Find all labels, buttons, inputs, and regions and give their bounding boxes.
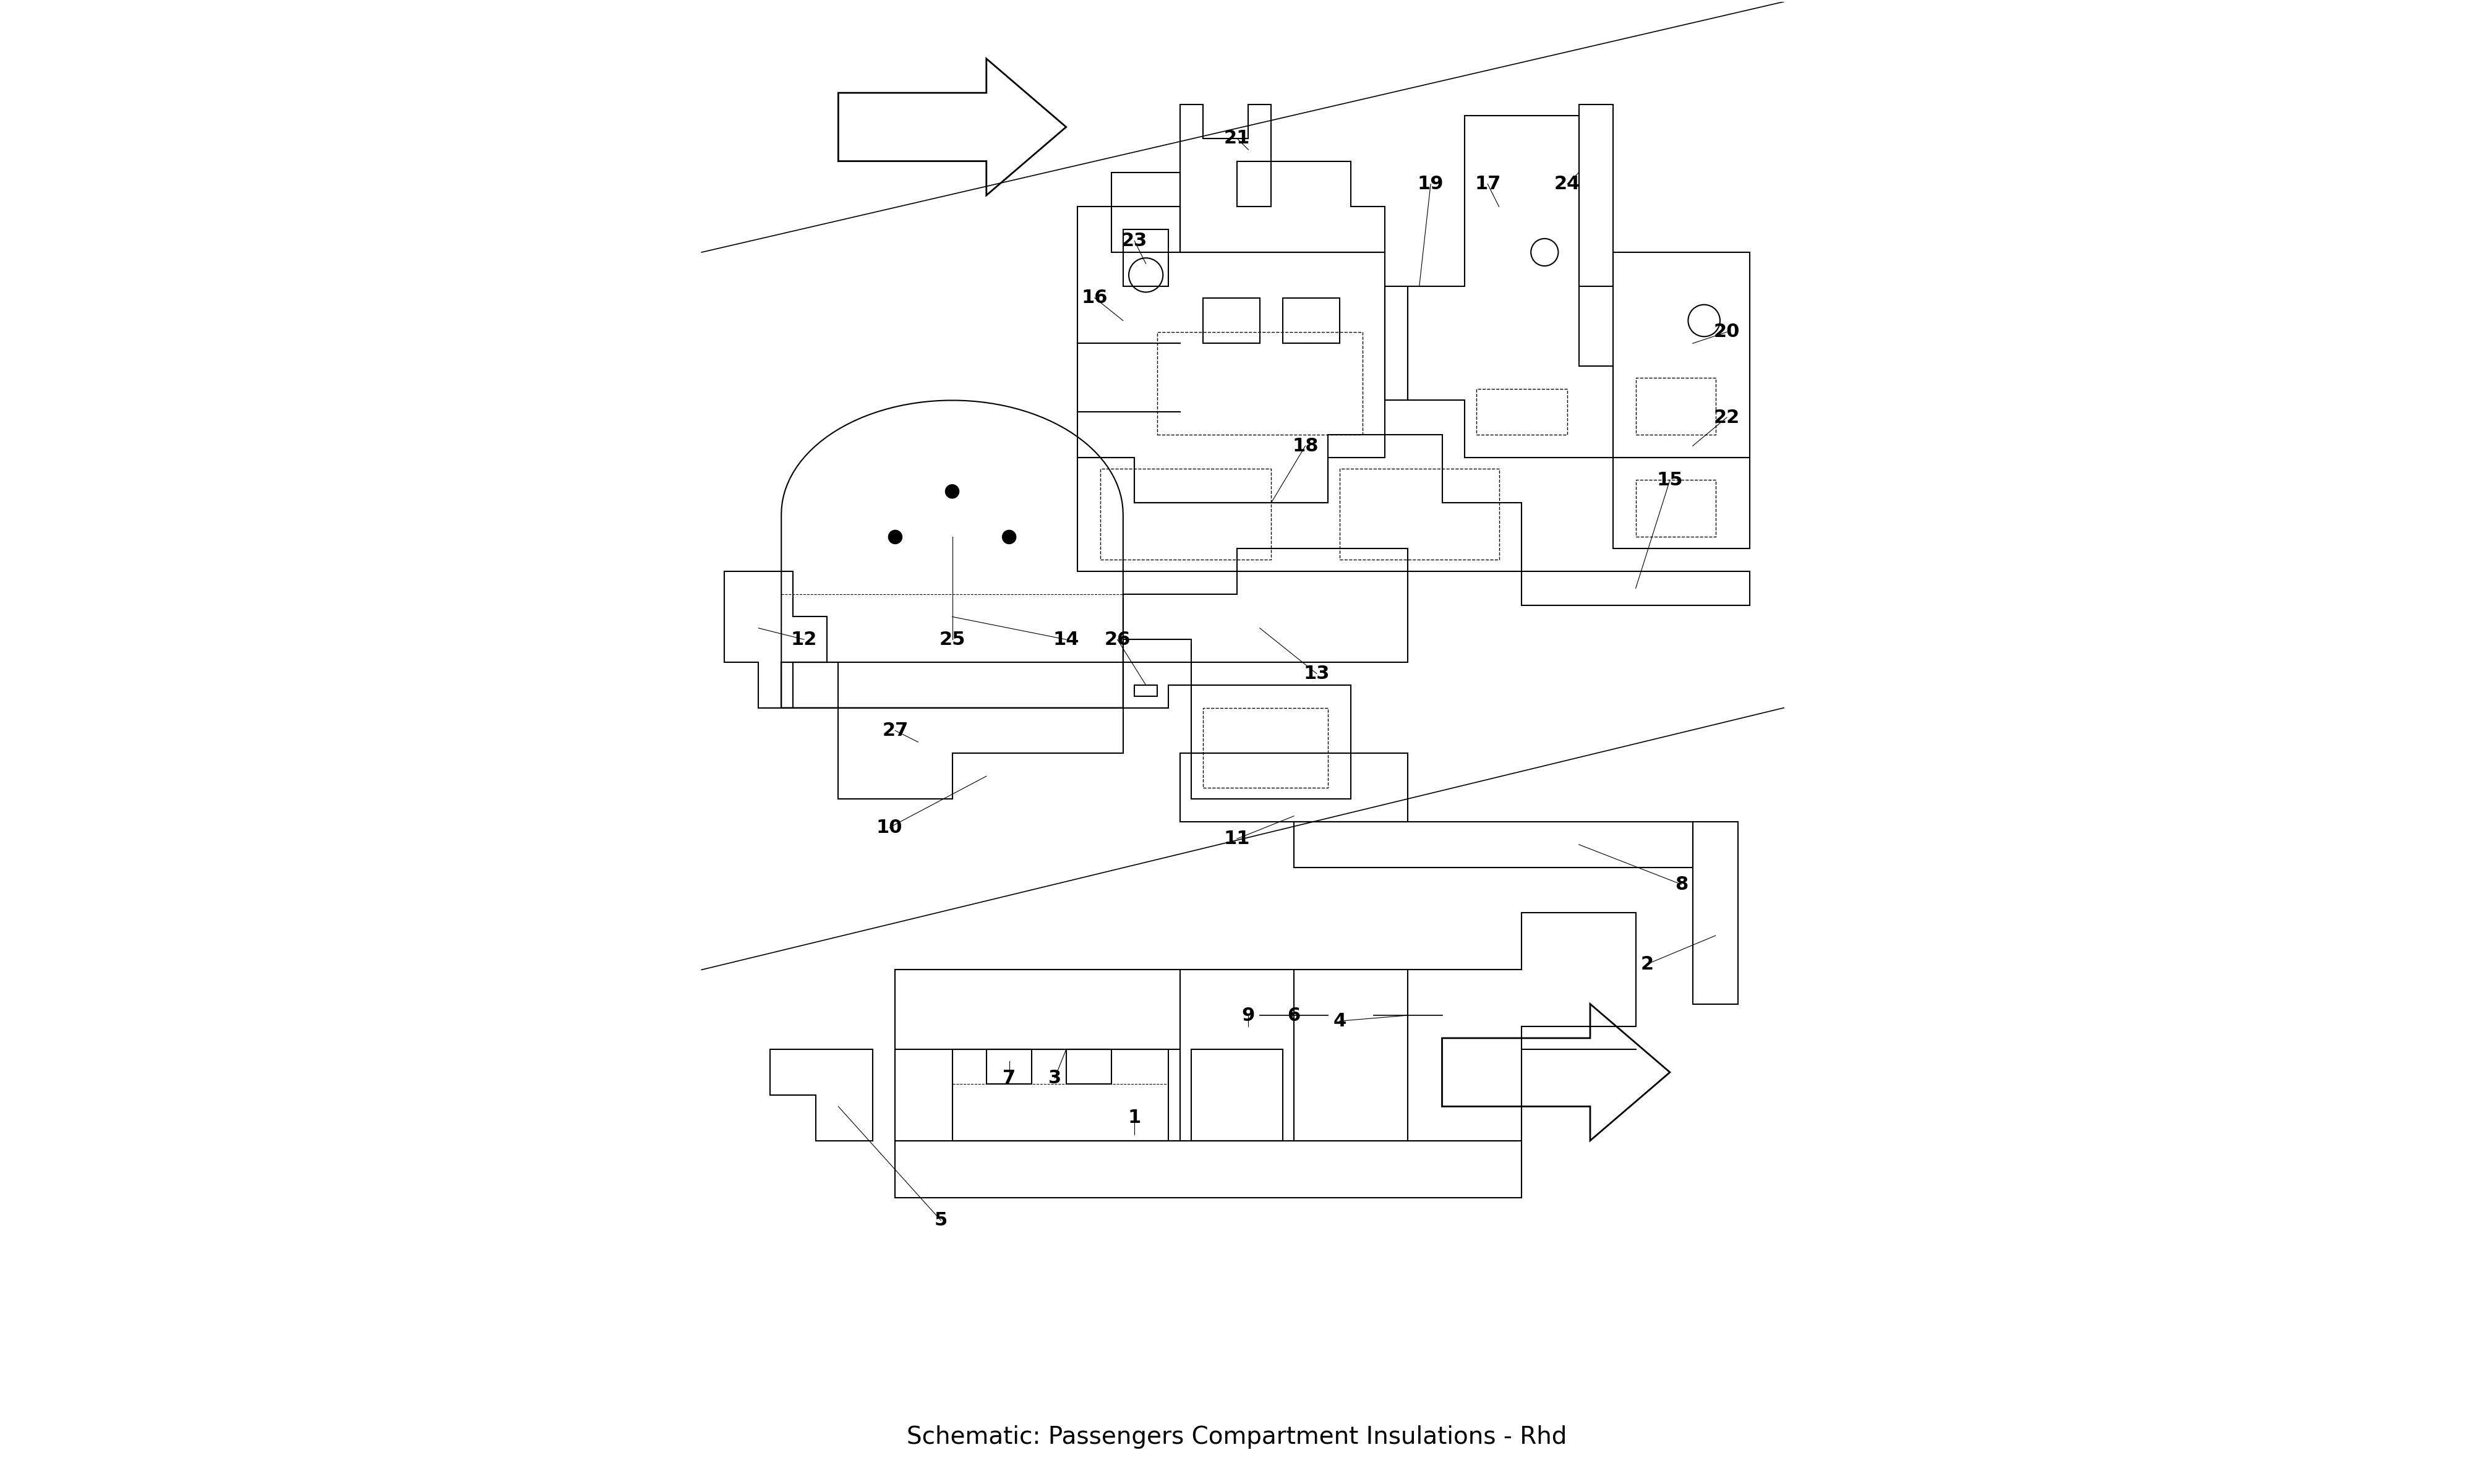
Text: 21: 21 [1225,129,1249,147]
Text: 8: 8 [1675,876,1687,893]
Text: 11: 11 [1225,830,1249,847]
Bar [1101,469,1272,559]
Text: 12: 12 [792,631,816,649]
Text: 10: 10 [876,819,903,837]
Bar [1635,377,1714,435]
Text: 17: 17 [1475,175,1502,193]
Text: 13: 13 [1304,665,1331,683]
Text: 26: 26 [1103,631,1131,649]
Bar [1338,469,1499,559]
Text: 25: 25 [940,631,965,649]
Text: 18: 18 [1291,436,1319,456]
Text: 19: 19 [1418,175,1445,193]
Text: 1: 1 [1128,1109,1141,1126]
Polygon shape [839,59,1066,196]
Bar [1158,332,1363,435]
Text: 16: 16 [1081,289,1108,307]
Text: 23: 23 [1121,232,1148,249]
Text: 15: 15 [1658,470,1682,490]
Bar [1635,479,1714,537]
Text: 20: 20 [1714,324,1739,341]
Text: 3: 3 [1049,1068,1061,1086]
Polygon shape [1442,1005,1670,1141]
Circle shape [945,485,960,499]
Text: 5: 5 [935,1211,948,1229]
Text: 9: 9 [1242,1006,1254,1024]
Text: 4: 4 [1333,1012,1346,1030]
Bar [1202,708,1329,788]
Text: 24: 24 [1554,175,1581,193]
Text: 7: 7 [1002,1068,1017,1086]
Circle shape [888,530,903,543]
Text: 14: 14 [1054,631,1079,649]
Text: 22: 22 [1714,408,1739,426]
Text: 6: 6 [1286,1006,1301,1024]
Bar [1477,389,1569,435]
Circle shape [1002,530,1017,543]
Text: Schematic: Passengers Compartment Insulations - Rhd: Schematic: Passengers Compartment Insula… [908,1425,1566,1448]
Text: 2: 2 [1640,956,1653,974]
Text: 27: 27 [883,721,908,739]
